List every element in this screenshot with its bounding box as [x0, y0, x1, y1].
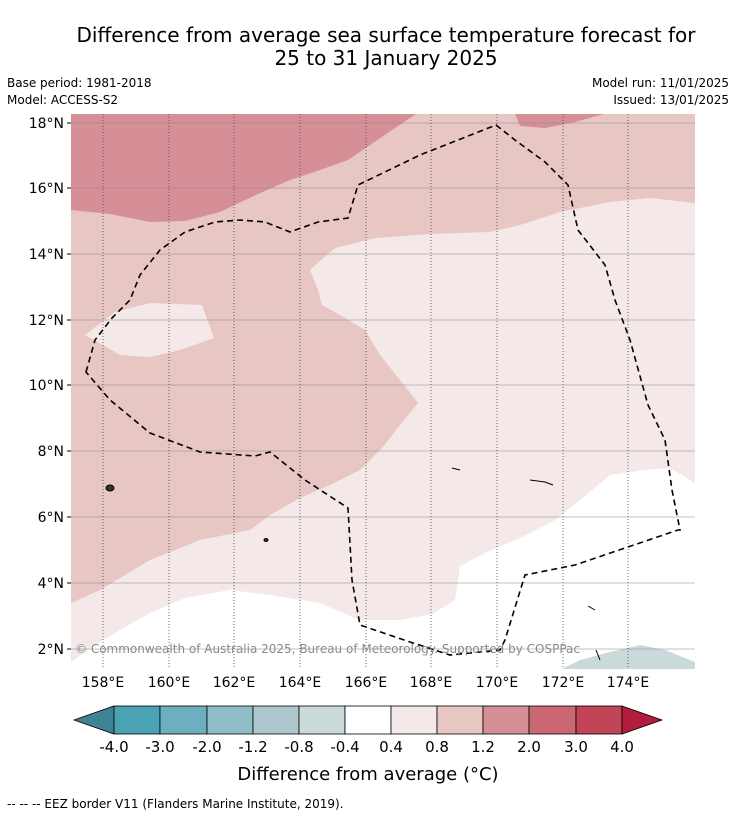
- anomaly-band-cool: [562, 645, 695, 669]
- anomaly-band-neutral: [71, 468, 695, 669]
- model-label: Model: ACCESS-S2: [7, 93, 119, 107]
- colorbar-segment: [482, 705, 530, 735]
- colorbar-tick: 1.2: [471, 738, 495, 756]
- lon-label: 160°E: [148, 675, 191, 691]
- lat-label: 14°N: [29, 247, 64, 263]
- eez-border: [85, 124, 681, 656]
- colorbar-segment: [252, 705, 300, 735]
- colorbar-tick: 3.0: [564, 738, 588, 756]
- map-ticks: [67, 122, 71, 650]
- colorbar-segment: [390, 705, 438, 735]
- anomaly-band-1.2-2.0: [71, 114, 416, 222]
- lon-label: 162°E: [213, 675, 256, 691]
- colorbar-segment: [159, 705, 208, 735]
- lat-label: 18°N: [29, 116, 64, 132]
- colorbar: [72, 705, 664, 735]
- map-plot-area: © Commonwealth of Australia 2025, Bureau…: [71, 114, 695, 669]
- colorbar-segment: [528, 705, 577, 735]
- lat-label: 6°N: [38, 510, 64, 526]
- colorbar-tick: -1.2: [238, 738, 267, 756]
- issued-label: Issued: 13/01/2025: [613, 93, 729, 107]
- lon-label: 172°E: [542, 675, 585, 691]
- map-title-line-1: Difference from average sea surface temp…: [76, 23, 696, 47]
- colorbar-segment: [575, 705, 623, 735]
- lon-label: 170°E: [476, 675, 519, 691]
- lat-label: 16°N: [29, 181, 64, 197]
- anomaly-patch-west: [85, 303, 214, 357]
- longitude-gridlines: [102, 114, 629, 669]
- colorbar-tick-labels: -4.0 -3.0 -2.0 -1.2 -0.8 -0.4 0.4 0.8 1.…: [99, 738, 634, 756]
- lon-label: 174°E: [607, 675, 650, 691]
- colorbar-segment: [206, 705, 254, 735]
- lat-label: 10°N: [29, 378, 64, 394]
- colorbar-tick: -3.0: [145, 738, 174, 756]
- lon-label: 166°E: [345, 675, 388, 691]
- lat-label: 12°N: [29, 313, 64, 329]
- lon-label: 168°E: [410, 675, 453, 691]
- lat-label: 8°N: [38, 444, 64, 460]
- colorbar-tick: 2.0: [517, 738, 541, 756]
- model-run-label: Model run: 11/01/2025: [591, 76, 729, 90]
- colorbar-segment: [344, 705, 392, 735]
- colorbar-segment: [436, 705, 484, 735]
- colorbar-tick: -0.8: [284, 738, 313, 756]
- latitude-labels: 18°N 16°N 14°N 12°N 10°N 8°N 6°N 4°N 2°N: [29, 116, 64, 658]
- islands: [105, 467, 601, 661]
- colorbar-tick: 0.4: [379, 738, 403, 756]
- lon-label: 164°E: [279, 675, 322, 691]
- colorbar-tick: 0.8: [425, 738, 449, 756]
- base-period-label: Base period: 1981-2018: [7, 76, 152, 90]
- lon-label: 158°E: [82, 675, 125, 691]
- colorbar-arrow-low: [72, 705, 115, 735]
- colorbar-tick: -2.0: [192, 738, 221, 756]
- copyright-notice: © Commonwealth of Australia 2025, Bureau…: [75, 642, 580, 656]
- eez-border-note: -- -- -- EEZ border V11 (Flanders Marine…: [7, 797, 344, 811]
- map-title-line-2: 25 to 31 January 2025: [274, 46, 498, 70]
- colorbar-arrow-high: [621, 705, 664, 735]
- lat-label: 2°N: [38, 642, 64, 658]
- colorbar-title: Difference from average (°C): [237, 764, 498, 785]
- colorbar-tick: 4.0: [610, 738, 634, 756]
- latitude-gridlines: [71, 122, 695, 650]
- lat-label: 4°N: [38, 576, 64, 592]
- longitude-labels: 158°E 160°E 162°E 164°E 166°E 168°E 170°…: [82, 675, 650, 691]
- anomaly-band-1.2-2.0-ne: [515, 114, 604, 128]
- colorbar-tick: -0.4: [330, 738, 359, 756]
- colorbar-segment: [113, 705, 161, 735]
- colorbar-segment: [298, 705, 346, 735]
- colorbar-tick: -4.0: [99, 738, 128, 756]
